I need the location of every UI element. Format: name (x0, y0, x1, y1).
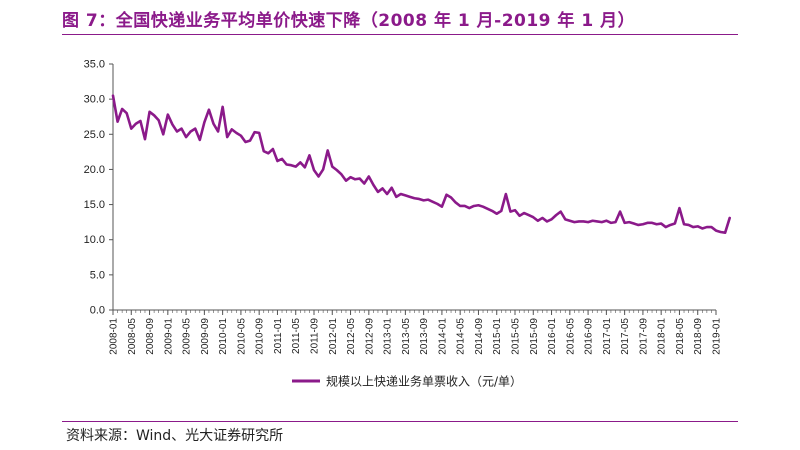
x-tick-label: 2017-09 (638, 318, 649, 355)
x-tick-label: 2014-01 (437, 318, 448, 355)
x-tick-label: 2010-01 (218, 318, 229, 355)
x-tick-label: 2008-09 (145, 318, 156, 355)
y-axis-ticks: 0.0 5.0 10.0 15.0 20.0 25.0 30.0 35.0 (84, 59, 113, 317)
series-line (111, 94, 731, 234)
x-tick-label: 2017-01 (602, 318, 613, 355)
source-note: 资料来源：Wind、光大证券研究所 (66, 428, 284, 444)
x-tick-label: 2011-05 (291, 318, 302, 354)
x-tick-label: 2009-09 (200, 318, 211, 355)
y-tick-label: 10.0 (84, 234, 105, 246)
x-tick-label: 2014-05 (456, 318, 467, 355)
x-tick-label: 2016-01 (547, 318, 558, 355)
x-tick-label: 2018-05 (675, 318, 686, 355)
x-tick-label: 2009-01 (163, 318, 174, 355)
y-tick-label: 15.0 (84, 199, 105, 211)
x-axis-ticks: 2008-01 2008-05 2008-09 2009-01 2009-05 2009-… (109, 310, 723, 355)
chart-axes (112, 64, 716, 311)
x-tick-label: 2013-05 (401, 318, 412, 355)
x-tick-label: 2012-05 (346, 318, 357, 355)
x-tick-label: 2016-09 (584, 318, 595, 355)
x-tick-label: 2009-05 (182, 318, 193, 355)
x-tick-label: 2010-09 (255, 318, 266, 355)
x-tick-label: 2017-05 (620, 318, 631, 355)
x-tick-label: 2008-05 (127, 318, 138, 355)
x-tick-label: 2019-01 (712, 318, 723, 355)
x-tick-label: 2012-09 (364, 318, 375, 355)
x-tick-label: 2014-09 (474, 318, 485, 355)
y-tick-label: 20.0 (84, 164, 105, 176)
x-tick-label: 2011-09 (310, 318, 321, 354)
x-tick-label: 2013-01 (383, 318, 394, 355)
x-tick-label: 2018-09 (693, 318, 704, 355)
x-tick-label: 2011-01 (273, 318, 284, 354)
y-tick-label: 5.0 (90, 269, 105, 281)
legend-label: 规模以上快递业务单票收入（元/单） (326, 374, 522, 389)
chart-title: 图 7：全国快递业务平均单价快速下降（2008 年 1 月-2019 年 1 月… (62, 11, 636, 31)
y-tick-label: 30.0 (84, 94, 105, 106)
x-tick-label: 2013-09 (419, 318, 430, 355)
x-tick-label: 2015-09 (529, 318, 540, 355)
series-layer (111, 94, 731, 234)
chart-legend: 规模以上快递业务单票收入（元/单） (292, 374, 522, 389)
x-tick-label: 2015-05 (511, 318, 522, 355)
x-tick-label: 2010-05 (236, 318, 247, 355)
x-tick-label: 2016-05 (565, 318, 576, 355)
y-tick-label: 25.0 (84, 129, 105, 141)
x-tick-label: 2008-01 (109, 318, 120, 355)
y-tick-label: 35.0 (84, 59, 105, 71)
source-divider (62, 421, 738, 422)
x-tick-label: 2015-01 (492, 318, 503, 355)
y-tick-label: 0.0 (90, 305, 105, 317)
x-tick-label: 2012-01 (328, 318, 339, 355)
x-tick-label: 2018-01 (657, 318, 668, 355)
title-divider (62, 34, 738, 35)
